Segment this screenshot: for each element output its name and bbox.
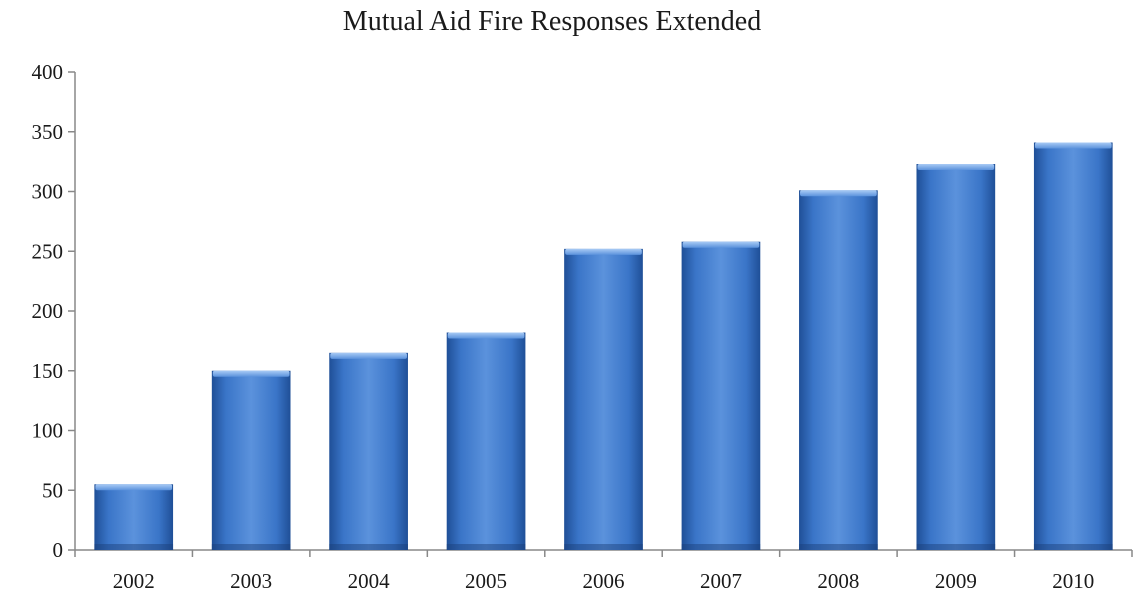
bar-base-shade bbox=[211, 544, 291, 550]
bar-cap bbox=[682, 241, 760, 248]
bar-cap bbox=[212, 370, 290, 377]
bar-body bbox=[211, 370, 291, 550]
bar-body bbox=[681, 241, 761, 550]
bar-body bbox=[916, 164, 996, 550]
bar-base-shade bbox=[681, 544, 761, 550]
x-tick-label: 2007 bbox=[700, 569, 742, 593]
x-axis: 2002 2003 2004 2005 2006 2007 2008 2009 2010 bbox=[74, 549, 1133, 593]
bar-base-shade bbox=[916, 544, 996, 550]
y-tick-label: 100 bbox=[32, 419, 64, 443]
x-tick-label: 2003 bbox=[230, 569, 272, 593]
x-tick-label: 2006 bbox=[583, 569, 625, 593]
bar-2009 bbox=[916, 164, 996, 550]
y-tick-label: 400 bbox=[32, 60, 64, 84]
bar-cap bbox=[447, 332, 525, 339]
bar-base-shade bbox=[329, 544, 408, 550]
chart-title: Mutual Aid Fire Responses Extended bbox=[343, 6, 761, 37]
bars bbox=[94, 142, 1113, 551]
bar-cap bbox=[1034, 142, 1112, 149]
bar-body bbox=[446, 332, 526, 550]
bar-cap bbox=[330, 352, 407, 359]
bar-2002 bbox=[94, 484, 174, 550]
y-tick-label: 200 bbox=[32, 299, 64, 323]
bar-2005 bbox=[446, 332, 526, 550]
x-tick-label: 2005 bbox=[465, 569, 507, 593]
bar-2004 bbox=[329, 352, 408, 550]
bar-base-shade bbox=[564, 544, 643, 550]
y-tick-label: 250 bbox=[32, 239, 64, 263]
x-tick-label: 2002 bbox=[113, 569, 155, 593]
x-tick-label: 2010 bbox=[1052, 569, 1094, 593]
x-tick-label: 2008 bbox=[817, 569, 859, 593]
y-axis: 0 50 100 150 200 250 300 350 400 bbox=[32, 60, 76, 562]
bar-body bbox=[94, 484, 174, 550]
bar-cap bbox=[917, 164, 995, 171]
bar-cap bbox=[565, 248, 642, 255]
bar-base-shade bbox=[446, 544, 526, 550]
bar-2006 bbox=[564, 248, 643, 551]
bar-body bbox=[329, 352, 408, 550]
bar-2007 bbox=[681, 241, 761, 550]
bar-2010 bbox=[1033, 142, 1113, 550]
bar-cap bbox=[95, 484, 173, 491]
bar-body bbox=[1033, 142, 1113, 550]
bar-2008 bbox=[799, 190, 878, 550]
bar-cap bbox=[800, 190, 877, 197]
x-tick-label: 2009 bbox=[935, 569, 977, 593]
bar-body bbox=[799, 190, 878, 550]
bar-body bbox=[564, 248, 643, 551]
y-tick-label: 50 bbox=[42, 478, 63, 502]
y-tick-label: 350 bbox=[32, 120, 64, 144]
y-tick-label: 150 bbox=[32, 359, 64, 383]
x-tick-label: 2004 bbox=[348, 569, 391, 593]
bar-2003 bbox=[211, 370, 291, 550]
y-tick-label: 0 bbox=[53, 538, 64, 562]
y-tick-label: 300 bbox=[32, 180, 64, 204]
bar-base-shade bbox=[1033, 544, 1113, 550]
bar-base-shade bbox=[799, 544, 878, 550]
bar-base-shade bbox=[94, 544, 174, 550]
